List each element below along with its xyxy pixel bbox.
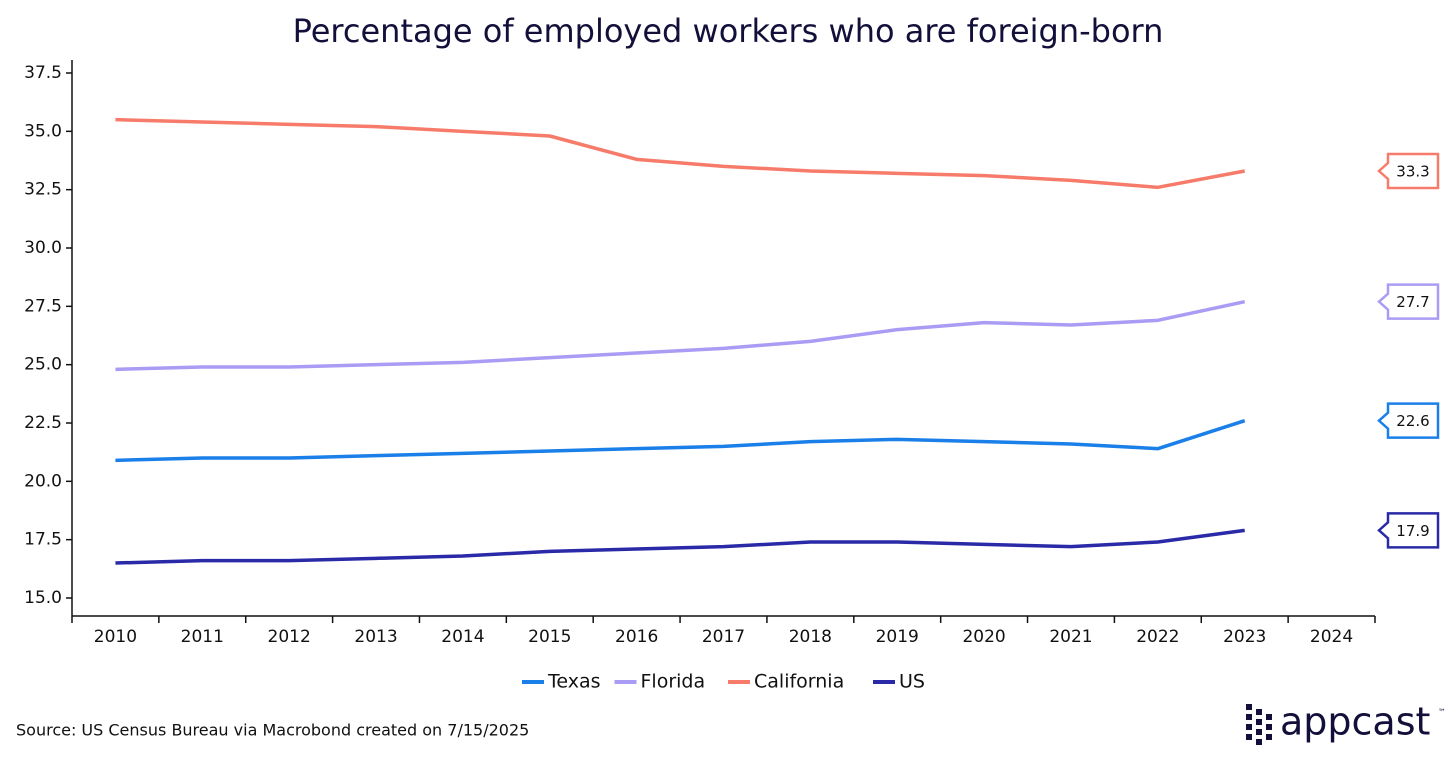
source-note: Source: US Census Bureau via Macrobond c… [16, 721, 529, 740]
end-label-box [1377, 283, 1440, 320]
end-label-box [1377, 152, 1440, 190]
x-tick-label: 2016 [615, 627, 658, 647]
legend-label: Florida [641, 671, 706, 693]
y-tick-label: 37.5 [24, 63, 62, 83]
y-tick-label: 15.0 [24, 588, 62, 608]
x-tick-label: 2012 [268, 627, 311, 647]
chart-title: Percentage of employed workers who are f… [293, 12, 1164, 50]
x-tick-label: 2020 [962, 627, 1005, 647]
logo-text: appcast [1280, 700, 1430, 744]
legend-label: US [899, 671, 925, 693]
y-tick-label: 25.0 [24, 355, 62, 375]
x-tick-label: 2017 [702, 627, 745, 647]
x-tick-label: 2023 [1223, 627, 1266, 647]
x-tick-label: 2021 [1049, 627, 1092, 647]
line-series [115, 299, 1246, 372]
y-tick-label: 17.5 [24, 530, 62, 550]
x-tick-label: 2014 [441, 627, 484, 647]
y-tick-label: 32.5 [24, 180, 62, 200]
end-label-box [1377, 402, 1440, 439]
x-tick-label: 2018 [789, 627, 832, 647]
line-series [115, 419, 1246, 463]
line-series [115, 528, 1245, 565]
line-series [115, 117, 1246, 190]
x-tick-label: 2024 [1310, 627, 1353, 647]
y-tick-label: 30.0 [24, 238, 62, 258]
end-label: 33.3 [1396, 163, 1429, 181]
logo-icon [1246, 704, 1272, 745]
end-label: 17.9 [1396, 522, 1429, 540]
y-tick-label: 22.5 [24, 413, 62, 433]
logo-mark: ™ [1438, 708, 1446, 717]
x-tick-label: 2019 [876, 627, 919, 647]
y-tick-label: 35.0 [24, 121, 62, 141]
y-tick-label: 27.5 [24, 296, 62, 316]
x-tick-label: 2010 [94, 627, 137, 647]
legend-label: Texas [547, 671, 601, 693]
end-label: 27.7 [1396, 293, 1429, 311]
x-tick-label: 2013 [354, 627, 397, 647]
x-tick-label: 2022 [1136, 627, 1179, 647]
end-label-box [1377, 512, 1440, 549]
legend-label: California [754, 671, 844, 693]
x-tick-label: 2015 [528, 627, 571, 647]
y-tick-label: 20.0 [24, 471, 62, 491]
end-label: 22.6 [1396, 412, 1429, 430]
x-tick-label: 2011 [181, 627, 224, 647]
